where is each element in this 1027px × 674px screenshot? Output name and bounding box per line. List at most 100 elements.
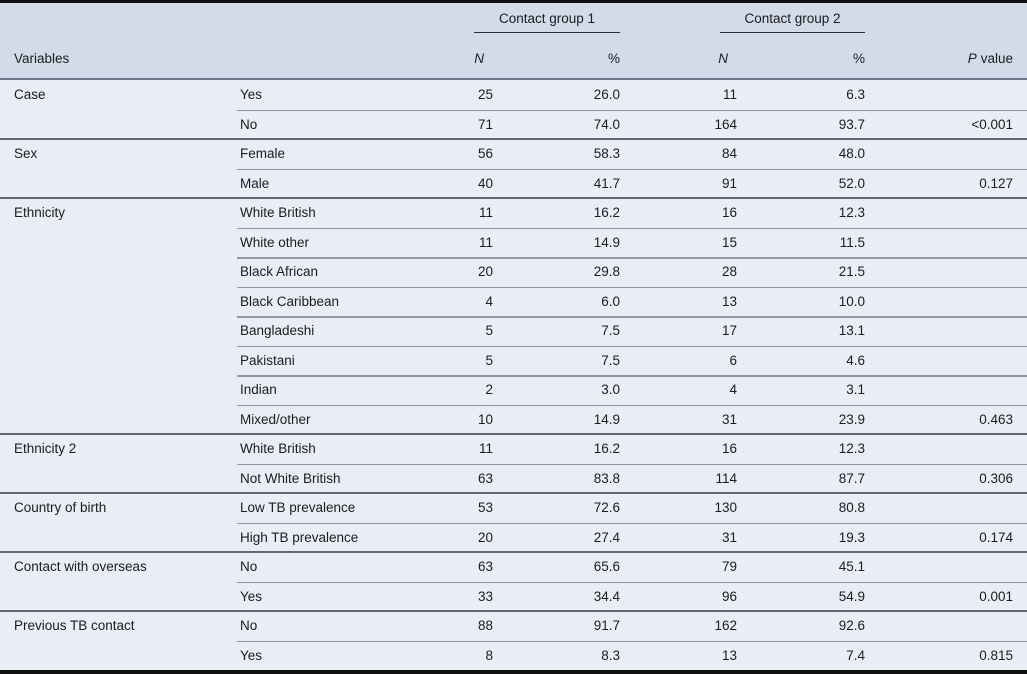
variables-column-header: Variables <box>14 50 70 66</box>
n2-cell: 16 <box>721 441 737 457</box>
p-value-cell: <0.001 <box>971 116 1013 132</box>
n2-cell: 31 <box>721 411 737 427</box>
table-row: Contact with overseas No 63 65.6 79 45.1 <box>0 552 1027 582</box>
p-value-cell: 0.815 <box>979 647 1013 663</box>
n1-cell: 2 <box>485 382 493 398</box>
variable-group: Case Yes 25 26.0 11 6.3 No 71 74.0 164 93.7 <0.001 <box>0 80 1027 139</box>
n2-cell: 31 <box>721 529 737 545</box>
n1-cell: 53 <box>477 500 493 516</box>
table-row: Yes 8 8.3 13 7.4 0.815 <box>0 640 1027 671</box>
pct2-cell: 12.3 <box>838 205 865 221</box>
n2-cell: 13 <box>721 293 737 309</box>
table-row: White other 11 14.9 15 11.5 <box>0 227 1027 258</box>
p-value-cell: 0.463 <box>979 411 1013 427</box>
pct1-cell: 7.5 <box>601 323 620 339</box>
pct-column-header-group1: % <box>607 50 620 66</box>
category-cell: White British <box>240 205 316 221</box>
p-value-header-rest: value <box>980 50 1013 66</box>
p-value-header-italic-p: P <box>967 50 977 66</box>
category-cell: Indian <box>240 382 277 398</box>
pct1-cell: 26.0 <box>593 87 620 103</box>
pct1-cell: 6.0 <box>601 293 620 309</box>
pct1-cell: 58.3 <box>593 146 620 162</box>
pct2-cell: 21.5 <box>838 264 865 280</box>
n1-cell: 11 <box>478 205 493 221</box>
category-cell: Low TB prevalence <box>240 500 356 516</box>
pct2-cell: 6.3 <box>846 87 865 103</box>
pct1-cell: 14.9 <box>593 234 620 250</box>
table-row: Indian 2 3.0 4 3.1 <box>0 375 1027 405</box>
n2-cell: 96 <box>721 588 737 604</box>
pct2-cell: 10.0 <box>838 293 865 309</box>
table-row: Bangladeshi 5 7.5 17 13.1 <box>0 316 1027 346</box>
pct1-cell: 65.6 <box>593 559 620 575</box>
n1-cell: 20 <box>477 264 493 280</box>
variable-group: Ethnicity White British 11 16.2 16 12.3 White … <box>0 197 1027 435</box>
category-cell: Not White British <box>240 470 341 486</box>
table-row: Black Caribbean 4 6.0 13 10.0 <box>0 286 1027 317</box>
variable-group: Ethnicity 2 White British 11 16.2 16 12.3 Not … <box>0 433 1027 494</box>
pct2-cell: 80.8 <box>838 500 865 516</box>
pct1-cell: 29.8 <box>593 264 620 280</box>
table-row: Sex Female 56 58.3 84 48.0 <box>0 139 1027 169</box>
variable-cell: Previous TB contact <box>14 618 135 634</box>
table-row: Black African 20 29.8 28 21.5 <box>0 257 1027 287</box>
n-column-header-group2: N <box>718 50 728 66</box>
n1-cell: 20 <box>477 529 493 545</box>
pct1-cell: 8.3 <box>601 647 620 663</box>
table-row: Ethnicity 2 White British 11 16.2 16 12.3 <box>0 434 1027 464</box>
table-row: Not White British 63 83.8 114 87.7 0.306 <box>0 463 1027 494</box>
pct1-cell: 91.7 <box>593 618 620 634</box>
pct1-cell: 72.6 <box>593 500 620 516</box>
table-row: Male 40 41.7 91 52.0 0.127 <box>0 168 1027 199</box>
n2-cell: 28 <box>721 264 737 280</box>
pct2-cell: 3.1 <box>846 382 865 398</box>
variable-cell: Ethnicity <box>14 205 66 221</box>
n2-cell: 13 <box>721 647 737 663</box>
pct2-cell: 54.9 <box>838 588 865 604</box>
contact-group-1-header: Contact group 1 <box>474 3 620 33</box>
category-cell: No <box>240 116 258 132</box>
category-cell: Mixed/other <box>240 411 311 427</box>
variable-group: Sex Female 56 58.3 84 48.0 Male 40 41.7 91 52.0 0.1… <box>0 138 1027 199</box>
n1-cell: 4 <box>485 293 493 309</box>
p-value-cell: 0.174 <box>979 529 1013 545</box>
pct2-cell: 93.7 <box>838 116 865 132</box>
pct1-cell: 83.8 <box>593 470 620 486</box>
n2-cell: 11 <box>722 87 737 103</box>
n2-cell: 162 <box>714 618 737 634</box>
variable-cell: Ethnicity 2 <box>14 441 77 457</box>
pct1-cell: 16.2 <box>593 441 620 457</box>
n2-cell: 17 <box>721 323 737 339</box>
pct2-cell: 13.1 <box>838 323 865 339</box>
n2-cell: 114 <box>715 470 737 486</box>
pct2-cell: 7.4 <box>846 647 865 663</box>
n1-cell: 33 <box>477 588 493 604</box>
table-header: Contact group 1 Contact group 2 Variable… <box>0 3 1027 80</box>
pct1-cell: 34.4 <box>593 588 620 604</box>
n2-cell: 6 <box>729 352 737 368</box>
table-row: Mixed/other 10 14.9 31 23.9 0.463 <box>0 404 1027 435</box>
n1-cell: 5 <box>485 352 493 368</box>
n2-cell: 4 <box>729 382 737 398</box>
pct2-cell: 4.6 <box>846 352 865 368</box>
variable-cell: Case <box>14 87 46 103</box>
contact-group-2-header: Contact group 2 <box>720 3 865 33</box>
variable-group: Previous TB contact No 88 91.7 162 92.6 Yes 8 8.… <box>0 610 1027 671</box>
contact-group-2-header-cell: Contact group 2 <box>620 3 865 39</box>
pct2-cell: 11.5 <box>839 234 865 250</box>
pct2-cell: 92.6 <box>838 618 865 634</box>
table-row: No 71 74.0 164 93.7 <0.001 <box>0 109 1027 140</box>
n1-cell: 71 <box>477 116 493 132</box>
table-row: High TB prevalence 20 27.4 31 19.3 0.174 <box>0 522 1027 553</box>
category-cell: Black African <box>240 264 319 280</box>
category-cell: White British <box>240 441 316 457</box>
n2-cell: 79 <box>721 559 737 575</box>
table-row: Pakistani 5 7.5 6 4.6 <box>0 345 1027 376</box>
category-cell: No <box>240 618 258 634</box>
variable-group: Contact with overseas No 63 65.6 79 45.1 Yes 33… <box>0 551 1027 611</box>
contact-group-1-header-cell: Contact group 1 <box>415 3 620 39</box>
pct2-cell: 19.3 <box>838 529 865 545</box>
pct-column-header-group2: % <box>852 50 865 66</box>
